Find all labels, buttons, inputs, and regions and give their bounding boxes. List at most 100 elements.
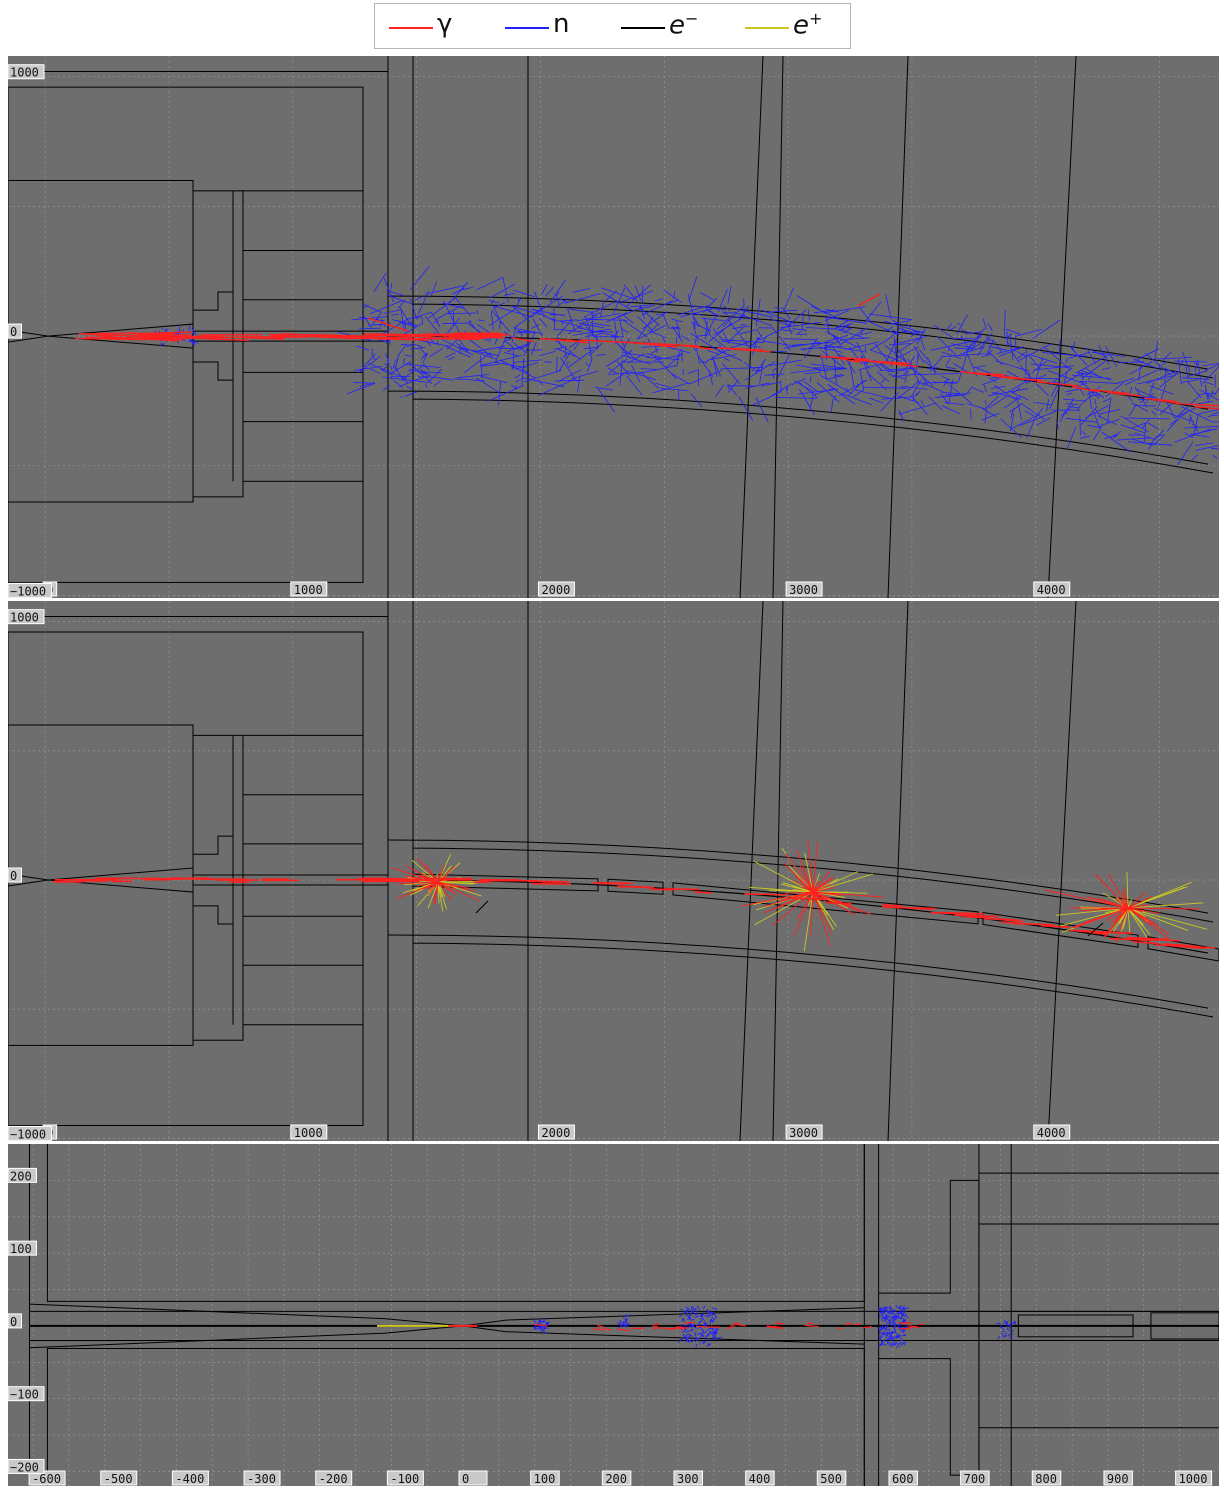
- sector-line: [739, 56, 764, 598]
- x-tick-bg: [960, 1470, 990, 1486]
- x-tick-bg: [1031, 1470, 1062, 1486]
- y-tick-bg: [8, 1458, 45, 1474]
- y-tick-bg: [8, 867, 22, 883]
- x-tick-label: -100: [390, 1472, 419, 1486]
- legend-line-electron: [621, 27, 665, 29]
- panel-zoomed-view-svg: -600 -500 -400 -300 -200 -100 0 100 200 300 400 500…: [8, 1144, 1219, 1486]
- x-tick-label: 0: [462, 1472, 469, 1486]
- x-tick-label: 800: [1035, 1472, 1057, 1486]
- tunnel-boundary-lower: [387, 390, 1209, 465]
- sector-line: [772, 601, 784, 1141]
- geometry-step: [193, 291, 233, 311]
- neutron-cluster: [532, 1318, 550, 1334]
- y-tick-label: −200: [10, 1460, 39, 1474]
- y-tick-bg: [8, 1313, 22, 1329]
- sector-line: [1047, 601, 1077, 1141]
- y-tick-label: 0: [10, 869, 17, 883]
- x-tick-label: 1000: [1179, 1472, 1208, 1486]
- x-tick-bg: [458, 1470, 488, 1486]
- y-tick-bg: [8, 64, 45, 80]
- geometry-block: [8, 179, 194, 503]
- beam-pipe-segment: [672, 882, 979, 925]
- x-tick-bg: [1033, 581, 1071, 597]
- y-tick-bg: [8, 609, 45, 625]
- x-tick-bg: [816, 1470, 847, 1486]
- neutron-cluster: [876, 1304, 910, 1349]
- x-tick-label: 2000: [541, 583, 570, 597]
- y-tick-label: −1000: [10, 584, 46, 598]
- beam-pipe-segment: [982, 911, 1139, 948]
- legend: γ n e− e+: [374, 3, 851, 49]
- x-tick-bg: [315, 1470, 353, 1486]
- y-tick-bg: [8, 1240, 37, 1256]
- x-tick-label: 300: [677, 1472, 699, 1486]
- x-tick-label: -400: [175, 1472, 204, 1486]
- neutron-cluster: [996, 1320, 1017, 1340]
- x-tick-bg: [537, 581, 575, 597]
- beam-pipe-segment: [607, 878, 664, 895]
- tunnel-boundary-upper: [387, 839, 1209, 914]
- x-tick-bg: [530, 1470, 560, 1486]
- beam-pipe-cone-right: [462, 1325, 865, 1345]
- beam-pipe-cone-right: [462, 1307, 865, 1327]
- x-tick-bg: [785, 1124, 823, 1140]
- geometry-block: [46, 1144, 865, 1302]
- x-tick-label: 4000: [1037, 1126, 1066, 1140]
- beam-pipe-segment: [412, 873, 599, 892]
- sector-line: [887, 601, 909, 1141]
- x-tick-bg: [1033, 1124, 1071, 1140]
- x-tick-label: 700: [964, 1472, 986, 1486]
- x-tick-label: 400: [749, 1472, 771, 1486]
- y-tick-bg: [8, 1167, 37, 1183]
- x-tick-label: 900: [1107, 1472, 1129, 1486]
- gamma-tracks: [53, 877, 1216, 949]
- x-tick-bg: [290, 581, 328, 597]
- x-tick-bg: [785, 581, 823, 597]
- positron-shower: [1055, 872, 1208, 940]
- x-tick-bg: [28, 1470, 66, 1486]
- y-tick-bg: [8, 323, 22, 339]
- x-tick-label: 1000: [294, 583, 323, 597]
- y-tick-bg: [8, 582, 52, 598]
- y-tick-label: 0: [10, 1315, 17, 1329]
- y-tick-label: −1000: [10, 1127, 46, 1141]
- y-tick-label: 200: [10, 1169, 32, 1183]
- sector-line: [772, 56, 784, 598]
- tunnel-boundary-inner: [412, 847, 1214, 923]
- x-tick-label: 200: [605, 1472, 627, 1486]
- legend-label-neutron: n: [553, 9, 570, 39]
- x-tick-label: 4000: [1037, 583, 1066, 597]
- geometry-step: [193, 905, 233, 925]
- x-tick-bg: [171, 1470, 209, 1486]
- y-tick-label: −100: [10, 1388, 39, 1402]
- x-tick-label: -500: [104, 1472, 133, 1486]
- sector-line: [739, 601, 764, 1141]
- x-tick-label: 3000: [789, 1126, 818, 1140]
- y-tick-label: 1000: [10, 66, 39, 80]
- x-tick-bg: [386, 1470, 424, 1486]
- neutron-cluster: [617, 1314, 631, 1329]
- x-tick-bg: [673, 1470, 703, 1486]
- gamma-tracks: [75, 293, 1219, 410]
- beam-pipe-segment: [1147, 936, 1219, 962]
- x-tick-label: 500: [820, 1472, 842, 1486]
- x-tick-label: 100: [534, 1472, 556, 1486]
- x-tick-bg: [243, 1470, 281, 1486]
- x-tick-label: 2000: [541, 1126, 570, 1140]
- geometry-step: [193, 835, 233, 855]
- x-tick-bg: [601, 1470, 632, 1486]
- gamma-tracks: [534, 1321, 924, 1332]
- legend-line-neutron: [505, 27, 549, 29]
- sector-line: [887, 56, 909, 598]
- tunnel-boundary-lower: [387, 934, 1209, 1009]
- geometry-block: [192, 190, 244, 498]
- legend-line-gamma: [389, 27, 433, 29]
- tunnel-boundary-inner: [412, 942, 1214, 1018]
- y-tick-label: 100: [10, 1242, 32, 1256]
- legend-label-positron: e+: [793, 9, 823, 41]
- y-tick-label: 0: [10, 325, 17, 339]
